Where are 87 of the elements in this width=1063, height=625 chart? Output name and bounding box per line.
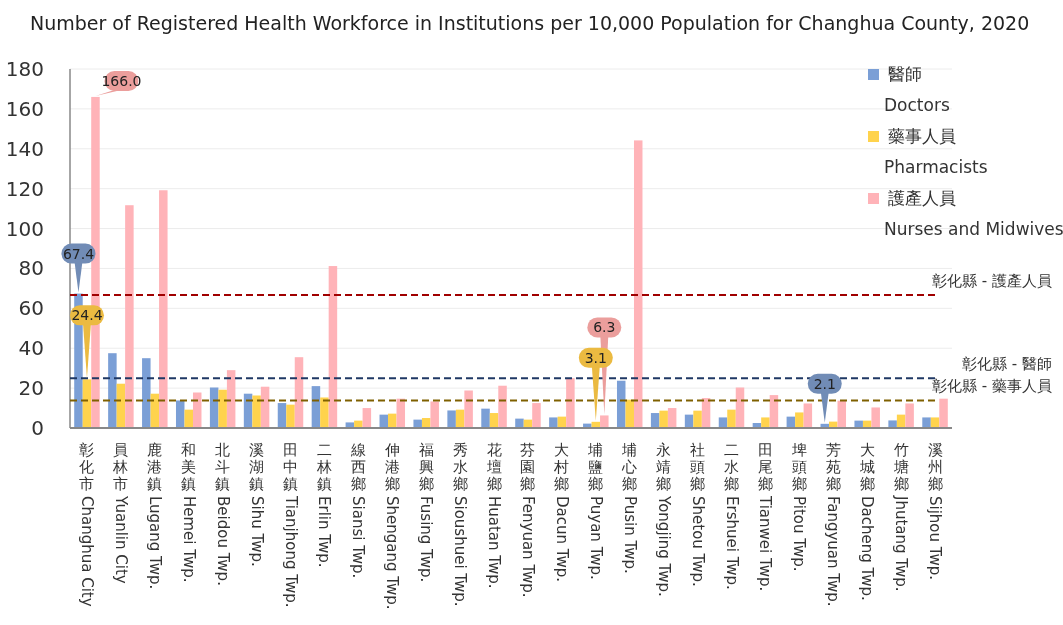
x-tick-label: 二水鄉 Ershuei Twp.: [722, 441, 741, 590]
bar: [549, 417, 558, 428]
legend-label: 醫師 Doctors: [884, 64, 950, 115]
y-tick-label: 160: [5, 96, 44, 121]
bar: [277, 403, 287, 428]
bar: [659, 410, 668, 428]
y-tick-label: 140: [5, 136, 44, 161]
bar: [888, 420, 897, 428]
bar: [761, 417, 770, 428]
x-tick-label: 溪州鄉 Sijhou Twp.: [926, 441, 945, 581]
bar: [837, 400, 847, 428]
y-tick-label: 120: [5, 176, 44, 201]
x-tick-label: 芬園鄉 Fenyuan Twp.: [518, 441, 537, 598]
x-tick-label: 鹿港鎮 Lugang Twp.: [145, 441, 164, 590]
x-tick-label: 田尾鄉 Tianwei Twp.: [756, 441, 775, 592]
bar: [498, 385, 507, 428]
bar: [218, 389, 227, 428]
x-tick-label: 芳苑鄉 Fangyuan Twp.: [824, 441, 843, 607]
legend-label: 護產人員 Nurses and Midwives: [884, 188, 1063, 239]
x-tick-label: 大城鄉 Dacheng Twp.: [858, 441, 877, 601]
bar: [566, 378, 575, 428]
data-label: 3.1: [584, 349, 607, 366]
bar: [320, 397, 329, 428]
bar: [905, 403, 914, 428]
bar: [600, 415, 609, 428]
x-tick-label: 和美鎮 Hemei Twp.: [179, 441, 198, 583]
ref-line-label: 彰化縣 - 醫師: [962, 355, 1052, 374]
y-tick-label: 60: [18, 296, 44, 321]
bar: [922, 417, 931, 428]
bar: [328, 266, 338, 428]
legend-label: 藥事人員 Pharmacists: [884, 126, 988, 177]
chart-title: Number of Registered Health Workforce in Institutions per 10,000 Population for Changhua County, 2020: [30, 12, 1030, 34]
x-tick-label: 福興鄉 Fusing Twp.: [417, 441, 436, 583]
x-tick-label: 北斗鎮 Beidou Twp.: [213, 441, 232, 586]
bar: [142, 358, 151, 428]
data-label: 6.3: [593, 319, 616, 336]
x-tick-label: 田中鎮 Tianjhong Twp.: [281, 441, 300, 608]
bar: [625, 399, 634, 428]
bar: [159, 190, 168, 428]
x-tick-label: 員林市 Yuanlin City: [111, 441, 130, 584]
data-label: 2.1: [813, 375, 836, 392]
bar: [175, 400, 185, 428]
bar: [447, 410, 456, 428]
bar: [795, 412, 804, 428]
bar: [184, 409, 193, 428]
y-tick-label: 100: [5, 216, 44, 241]
x-tick-label: 埤頭鄉 Pitou Twp.: [790, 441, 809, 572]
x-tick-label: 彰化市 Changhua City: [77, 441, 96, 607]
bar: [252, 395, 261, 428]
x-tick-label: 埔鹽鄉 Puyan Twp.: [586, 441, 605, 580]
bar: [532, 403, 541, 428]
x-tick-label: 溪湖鎮 Sihu Twp.: [247, 441, 266, 567]
bar: [939, 398, 948, 428]
bar: [871, 407, 880, 428]
data-label: 166.0: [101, 73, 142, 89]
y-tick-label: 180: [5, 57, 44, 81]
x-tick-label: 竹塘鄉 Jhutang Twp.: [892, 441, 911, 592]
x-tick-label: 花壇鄉 Huatan Twp.: [485, 441, 504, 589]
bar: [286, 404, 295, 428]
data-label: 24.4: [71, 307, 103, 324]
bar: [803, 403, 813, 428]
x-tick-label: 秀水鄉 Sioushuei Twp.: [451, 441, 470, 607]
x-tick-label: 伸港鄉 Shengang Twp.: [383, 441, 402, 610]
bar: [125, 205, 134, 428]
bar: [464, 390, 473, 428]
y-tick-label: 20: [18, 376, 44, 401]
x-tick-label: 永靖鄉 Yongjing Twp.: [654, 441, 673, 597]
bar: [481, 408, 490, 428]
x-tick-label: 社頭鄉 Shetou Twp.: [688, 441, 707, 587]
bar: [727, 409, 736, 428]
bar: [693, 410, 702, 428]
bar: [108, 353, 117, 428]
ref-line-label: 彰化縣 - 藥事人員: [932, 377, 1052, 396]
bar: [633, 140, 643, 428]
x-tick-label: 埔心鄉 Pusin Twp.: [620, 441, 639, 574]
y-tick-label: 0: [31, 416, 44, 440]
y-tick-label: 40: [18, 336, 44, 361]
x-tick-label: 大村鄉 Dacun Twp.: [552, 441, 571, 583]
bar: [388, 413, 397, 428]
bar: [430, 401, 439, 428]
x-tick-label: 二林鎮 Erlin Twp.: [315, 441, 334, 568]
x-tick-label: 線西鄉 Siansi Twp.: [349, 441, 368, 579]
bar: [515, 418, 524, 428]
data-label: 67.4: [62, 245, 95, 262]
ref-line-label: 彰化縣 - 護產人員: [932, 271, 1052, 290]
bar: [294, 357, 304, 428]
y-tick-label: 80: [18, 256, 44, 281]
